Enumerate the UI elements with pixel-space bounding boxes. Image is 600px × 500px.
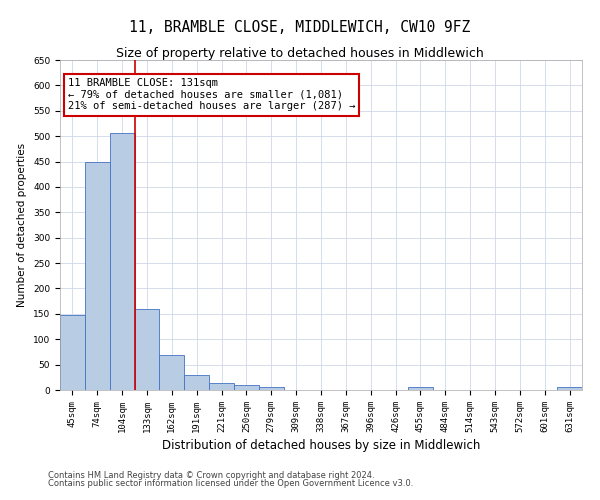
Bar: [557, 388, 582, 390]
Bar: [110, 132, 134, 390]
Y-axis label: Number of detached properties: Number of detached properties: [17, 143, 28, 307]
Text: Contains public sector information licensed under the Open Government Licence v3: Contains public sector information licen…: [48, 479, 413, 488]
Text: Size of property relative to detached houses in Middlewich: Size of property relative to detached ho…: [116, 48, 484, 60]
Bar: [408, 388, 433, 390]
Bar: [184, 375, 209, 390]
Text: Contains HM Land Registry data © Crown copyright and database right 2024.: Contains HM Land Registry data © Crown c…: [48, 470, 374, 480]
Bar: [209, 384, 234, 390]
Bar: [259, 388, 284, 390]
X-axis label: Distribution of detached houses by size in Middlewich: Distribution of detached houses by size …: [162, 439, 480, 452]
Bar: [60, 315, 85, 390]
Text: 11 BRAMBLE CLOSE: 131sqm
← 79% of detached houses are smaller (1,081)
21% of sem: 11 BRAMBLE CLOSE: 131sqm ← 79% of detach…: [68, 78, 355, 112]
Bar: [160, 356, 184, 390]
Bar: [85, 162, 110, 390]
Bar: [134, 309, 160, 390]
Bar: [234, 385, 259, 390]
Text: 11, BRAMBLE CLOSE, MIDDLEWICH, CW10 9FZ: 11, BRAMBLE CLOSE, MIDDLEWICH, CW10 9FZ: [130, 20, 470, 35]
